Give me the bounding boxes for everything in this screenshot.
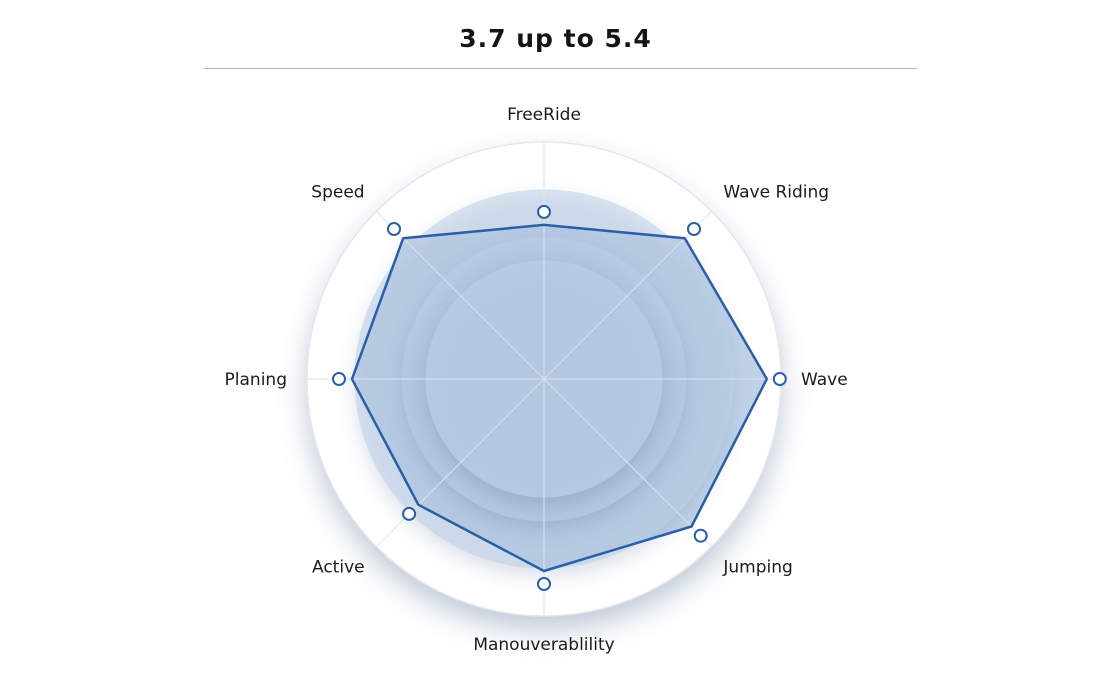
data-point bbox=[772, 372, 787, 386]
data-point bbox=[687, 222, 701, 236]
data-point bbox=[537, 577, 551, 591]
axis-label: Manouverablility bbox=[473, 635, 614, 655]
title-divider bbox=[204, 68, 917, 69]
data-point bbox=[387, 222, 401, 236]
axis-labels: FreeRide Wave Riding Wave Jumping Manouverab… bbox=[225, 105, 848, 655]
axis-label: Active bbox=[312, 557, 365, 577]
axis-label: FreeRide bbox=[507, 105, 581, 125]
axis-label: Planing bbox=[225, 370, 287, 390]
data-point bbox=[402, 506, 417, 521]
axis-label: Speed bbox=[311, 183, 364, 203]
axis-label: Wave Riding bbox=[723, 183, 829, 203]
axis-spoke bbox=[543, 378, 712, 547]
data-point bbox=[693, 528, 708, 543]
data-point bbox=[537, 204, 551, 219]
axis-label: Wave bbox=[801, 370, 848, 390]
data-point bbox=[332, 372, 346, 386]
series-points bbox=[332, 204, 787, 591]
chart-title: 3.7 up to 5.4 bbox=[459, 24, 652, 53]
series-line bbox=[350, 223, 769, 573]
axis-label: Jumping bbox=[722, 557, 792, 577]
